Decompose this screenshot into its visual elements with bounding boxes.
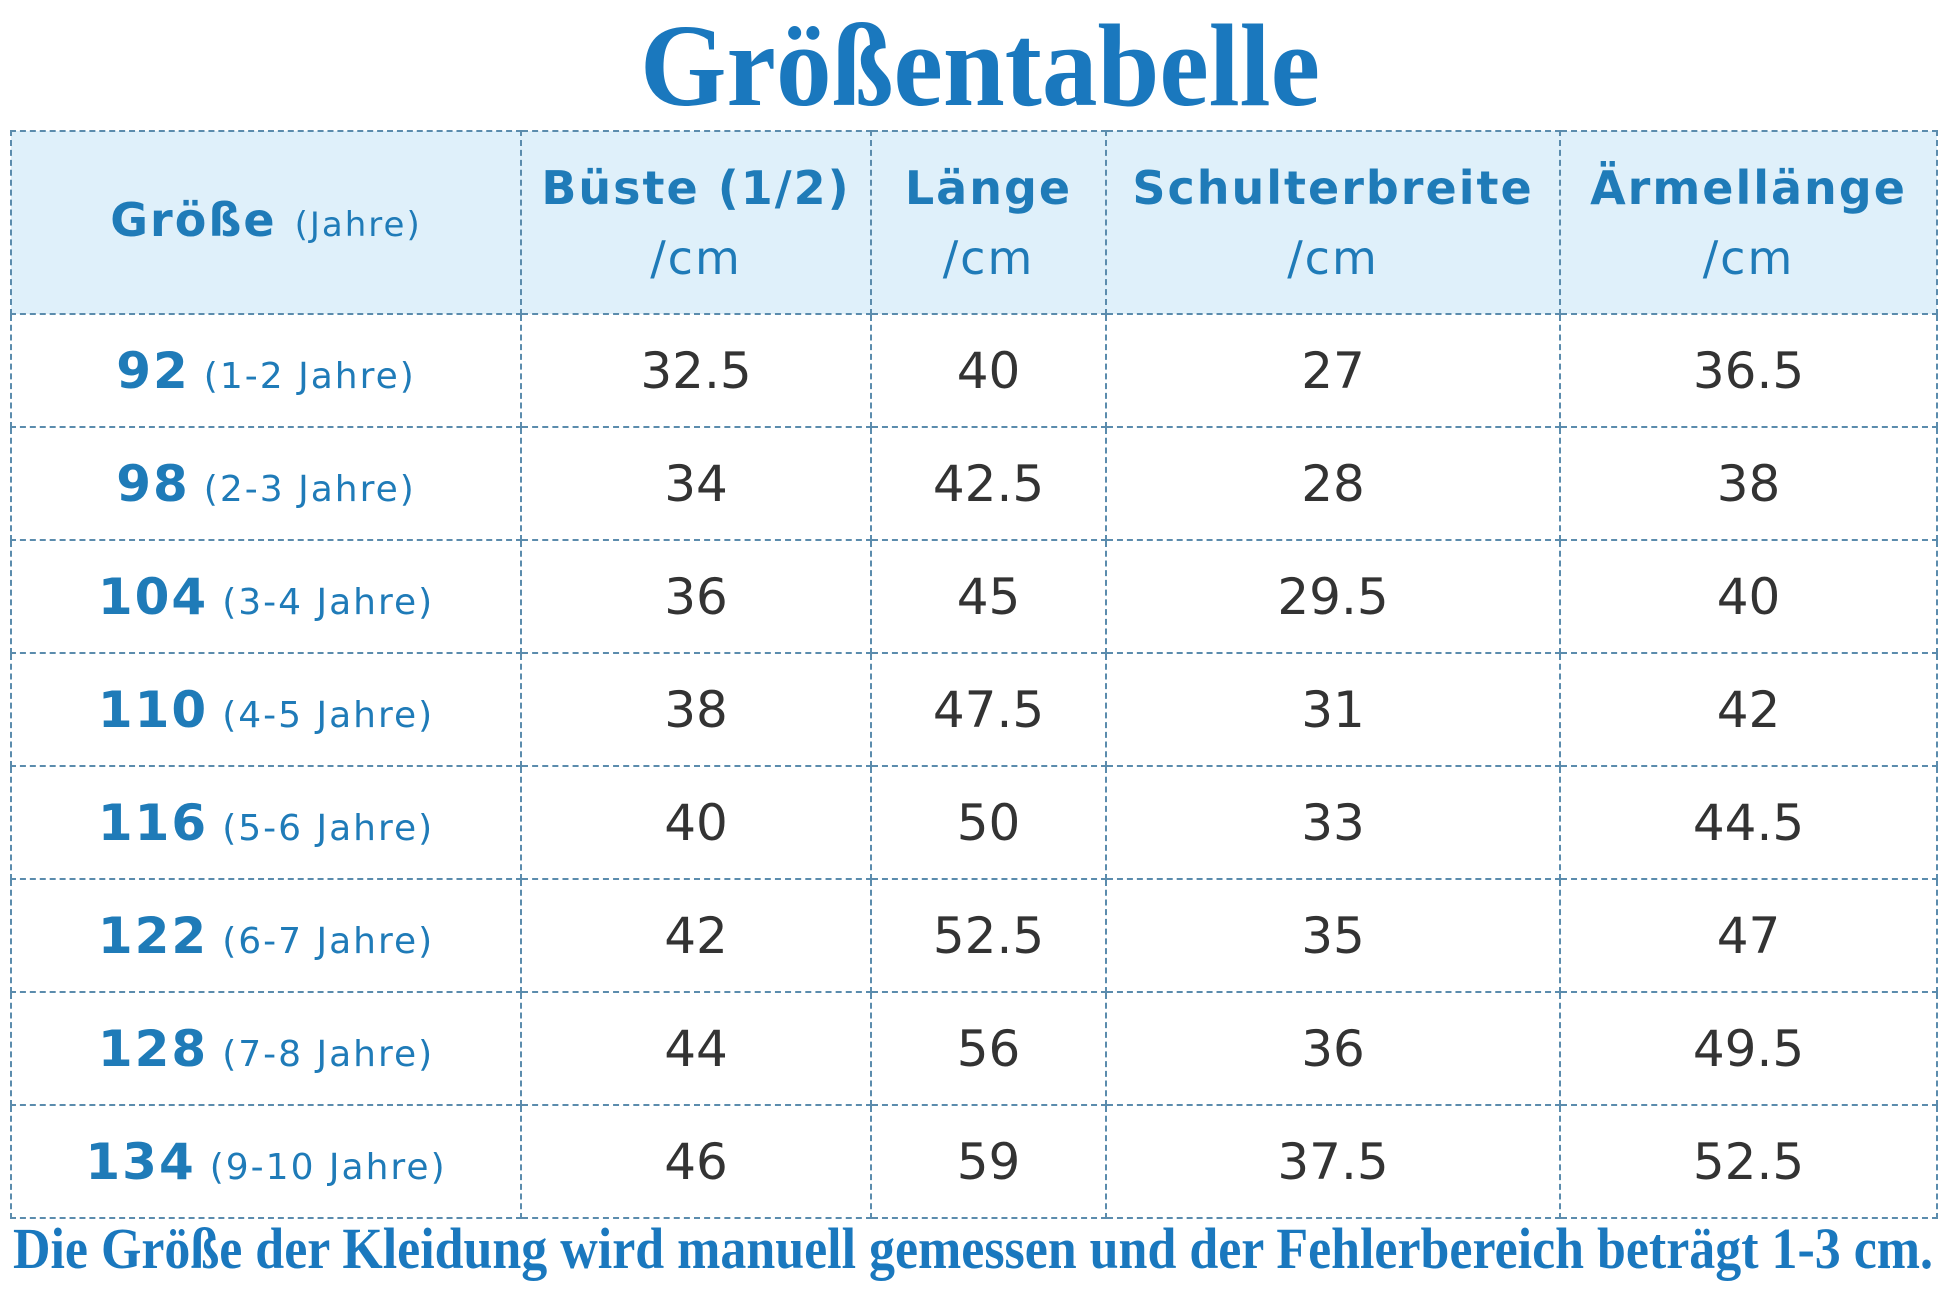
- measure-cell: 35: [1105, 878, 1561, 993]
- header-label: Länge: [904, 160, 1073, 215]
- measure-cell: 49.5: [1559, 991, 1938, 1106]
- measure-cell: 31: [1105, 652, 1561, 767]
- header-label: Schulterbreite: [1132, 160, 1534, 215]
- measure-cell: 45: [870, 539, 1107, 654]
- measure-cell: 44.5: [1559, 765, 1938, 880]
- measure-cell: 47: [1559, 878, 1938, 993]
- measure-cell: 36: [520, 539, 872, 654]
- size-cell: 116 (5-6 Jahre): [10, 765, 522, 880]
- title: Größentabelle: [640, 0, 1320, 130]
- size-value: 128: [97, 1019, 209, 1078]
- measure-cell: 36.5: [1559, 313, 1938, 428]
- table-row: 110 (4-5 Jahre) 38 47.5 31 42: [10, 652, 1938, 767]
- measure-cell: 33: [1105, 765, 1561, 880]
- header-unit: (Jahre): [294, 205, 422, 245]
- measure-cell: 27: [1105, 313, 1561, 428]
- measure-cell: 50: [870, 765, 1107, 880]
- measure-cell: 52.5: [1559, 1104, 1938, 1219]
- measure-cell: 56: [870, 991, 1107, 1106]
- table-row: 92 (1-2 Jahre) 32.5 40 27 36.5: [10, 313, 1938, 428]
- measure-cell: 32.5: [520, 313, 872, 428]
- size-value: 134: [85, 1132, 196, 1191]
- header-label: Büste (1/2): [541, 160, 851, 215]
- size-cell: 92 (1-2 Jahre): [10, 313, 522, 428]
- size-value: 110: [97, 680, 209, 739]
- header-unit: /cm: [942, 230, 1035, 285]
- measure-cell: 52.5: [870, 878, 1107, 993]
- measure-cell: 37.5: [1105, 1104, 1561, 1219]
- measure-cell: 44: [520, 991, 872, 1106]
- header-unit: /cm: [1287, 230, 1379, 285]
- measure-cell: 42: [1559, 652, 1938, 767]
- column-header: Büste (1/2) /cm: [520, 130, 872, 315]
- title-area: Größentabelle: [640, 0, 1320, 130]
- size-cell: 122 (6-7 Jahre): [10, 878, 522, 993]
- table-row: 116 (5-6 Jahre) 40 50 33 44.5: [10, 765, 1938, 880]
- size-cell: 128 (7-8 Jahre): [10, 991, 522, 1106]
- age-range: (6-7 Jahre): [222, 920, 435, 962]
- measure-cell: 59: [870, 1104, 1107, 1219]
- size-value: 104: [97, 567, 209, 626]
- age-range: (2-3 Jahre): [203, 468, 416, 510]
- size-value: 98: [116, 454, 190, 513]
- measure-cell: 47.5: [870, 652, 1107, 767]
- measure-cell: 36: [1105, 991, 1561, 1106]
- measure-cell: 46: [520, 1104, 872, 1219]
- age-range: (7-8 Jahre): [222, 1033, 435, 1075]
- measure-cell: 40: [520, 765, 872, 880]
- table-row: 122 (6-7 Jahre) 42 52.5 35 47: [10, 878, 1938, 993]
- header-label: Größe: [110, 193, 277, 247]
- age-range: (9-10 Jahre): [209, 1146, 447, 1188]
- table-body: 92 (1-2 Jahre) 32.5 40 27 36.5 98 (2-3 Jahre) 34…: [10, 313, 1938, 1219]
- size-table: Größe (Jahre) Büste (1/2)/cm Länge/cm Schul…: [10, 130, 1938, 1219]
- column-header: Länge/cm: [870, 130, 1107, 315]
- size-cell: 134 (9-10 Jahre): [10, 1104, 522, 1219]
- size-value: 116: [97, 793, 209, 852]
- measure-cell: 42.5: [870, 426, 1107, 541]
- header-label: Ärmellänge: [1590, 160, 1907, 215]
- age-range: (5-6 Jahre): [222, 807, 435, 849]
- table-row: 104 (3-4 Jahre) 36 45 29.5 40: [10, 539, 1938, 654]
- header-unit: /cm: [1702, 230, 1795, 285]
- size-value: 92: [116, 341, 190, 400]
- age-range: (4-5 Jahre): [222, 694, 435, 736]
- measure-cell: 40: [1559, 539, 1938, 654]
- table-row: 134 (9-10 Jahre) 46 59 37.5 52.5: [10, 1104, 1938, 1219]
- table-row: 98 (2-3 Jahre) 34 42.5 28 38: [10, 426, 1938, 541]
- measure-cell: 34: [520, 426, 872, 541]
- column-header: Schulterbreite/cm: [1105, 130, 1561, 315]
- column-header: Größe (Jahre): [10, 130, 522, 315]
- table-row: 128 (7-8 Jahre) 44 56 36 49.5: [10, 991, 1938, 1106]
- age-range: (3-4 Jahre): [222, 581, 435, 623]
- measure-cell: 29.5: [1105, 539, 1561, 654]
- measure-cell: 42: [520, 878, 872, 993]
- size-value: 122: [97, 906, 209, 965]
- measure-cell: 38: [520, 652, 872, 767]
- header-unit: /cm: [650, 230, 742, 285]
- measure-cell: 40: [870, 313, 1107, 428]
- size-cell: 98 (2-3 Jahre): [10, 426, 522, 541]
- header-row: Größe (Jahre) Büste (1/2)/cm Länge/cm Schul…: [10, 130, 1938, 315]
- size-cell: 110 (4-5 Jahre): [10, 652, 522, 767]
- age-range: (1-2 Jahre): [203, 355, 416, 397]
- measure-cell: 38: [1559, 426, 1938, 541]
- footer-note: Die Größe der Kleidung wird manuell geme…: [13, 1216, 1933, 1281]
- footer-area: Die Größe der Kleidung wird manuell geme…: [13, 1216, 1933, 1281]
- size-cell: 104 (3-4 Jahre): [10, 539, 522, 654]
- measure-cell: 28: [1105, 426, 1561, 541]
- column-header: Ärmellänge/cm: [1559, 130, 1938, 315]
